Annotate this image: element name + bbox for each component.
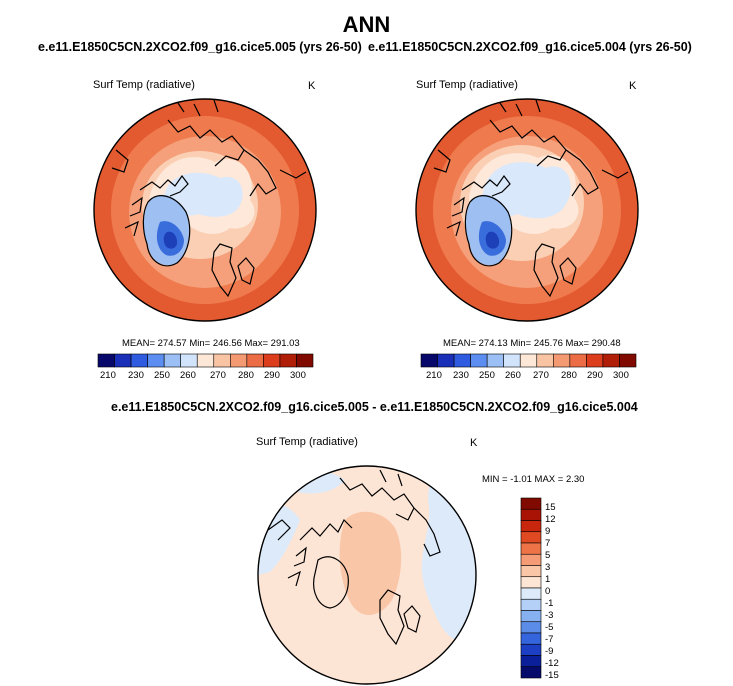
panel-3-colorbar-tick-label: 3 [545, 562, 551, 573]
panel-1-map-border [93, 98, 317, 322]
colorbar-swatch [296, 353, 314, 368]
panel-1-units-label: K [308, 80, 316, 92]
colorbar-swatch [520, 666, 542, 679]
panel-3-colorbar-tick-label: 1 [545, 574, 551, 585]
panel-3-map-border [257, 465, 477, 685]
panel-3-colorbar-tick-label: -5 [545, 622, 554, 633]
panel-1-colorbar-tick-label: 300 [290, 370, 306, 381]
panel-2-colorbar-tick-label: 290 [587, 370, 603, 381]
panel-1-colorbar-tick-label: 210 [100, 370, 116, 381]
panel-1-colorbar-tick-label: 280 [238, 370, 254, 381]
colorbar-swatch [520, 576, 542, 589]
panel-3-colorbar-tick-label: -15 [545, 670, 559, 681]
colorbar-swatch [619, 353, 637, 368]
panel-2-map-border [415, 98, 639, 322]
colorbar-swatch [520, 610, 542, 623]
panel-2-coastlines [433, 99, 629, 298]
panel-3-colorbar-tick-label: -7 [545, 634, 554, 645]
panel-1-colorbar-tick-label: 230 [128, 370, 144, 381]
panel-2-variable-label: Surf Temp (radiative) [416, 79, 518, 91]
panel-3-colorbar-tick-label: -12 [545, 658, 559, 669]
panel-3-variable-label: Surf Temp (radiative) [256, 436, 358, 448]
colorbar-swatch [520, 553, 542, 566]
panel-2-sea-ice-region [482, 162, 571, 219]
panel-3-colorbar-tick-label: -3 [545, 610, 554, 621]
panel-1-variable-label: Surf Temp (radiative) [93, 79, 195, 91]
colorbar-swatch [520, 643, 542, 656]
panel-2-subtitle: e.e11.E1850C5CN.2XCO2.f09_g16.cice5.004 … [368, 40, 692, 54]
colorbar-swatch [520, 565, 542, 578]
page-title: ANN [342, 12, 391, 37]
panel-1-coastlines [111, 99, 307, 298]
panel-1-sea-ice-region [164, 172, 243, 217]
panel-1-greenland-min [163, 231, 178, 249]
panel-1-colorbar-tick-label: 250 [154, 370, 170, 381]
panel-1-colorbar-tick-label: 270 [210, 370, 226, 381]
colorbar-swatch [520, 621, 542, 634]
panel-3-colorbar-tick-label: 15 [545, 502, 556, 513]
panel-3-subtitle: e.e11.E1850C5CN.2XCO2.f09_g16.cice5.005 … [111, 400, 638, 414]
panel-3-colorbar-tick-label: 0 [545, 586, 551, 597]
panel-3-colorbar-tick-label: 12 [545, 514, 556, 525]
panel-1-stats: MEAN= 274.57 Min= 246.56 Max= 291.03 [122, 338, 300, 349]
colorbar-swatch [520, 587, 542, 600]
panel-3-coastlines [267, 469, 441, 646]
colorbar-swatch [520, 520, 542, 533]
panel-2-colorbar-tick-label: 280 [561, 370, 577, 381]
panel-3-positive-region-central [339, 511, 402, 616]
panel-2-greenland-min [485, 231, 500, 249]
panel-3-colorbar-tick-label: -9 [545, 646, 554, 657]
panel-2-colorbar-tick-label: 210 [426, 370, 442, 381]
colorbar-swatch [520, 598, 542, 611]
panel-2-units-label: K [629, 80, 637, 92]
panel-3-stats: MIN = -1.01 MAX = 2.30 [482, 474, 585, 485]
panel-3-colorbar-tick-label: 7 [545, 538, 551, 549]
colorbar-swatch [520, 531, 542, 544]
panel-1-colorbar-tick-label: 260 [180, 370, 196, 381]
panel-1-colorbar-tick-label: 290 [264, 370, 280, 381]
colorbar-swatch [520, 542, 542, 555]
colorbar-swatch [520, 632, 542, 645]
panel-2-colorbar-tick-label: 250 [479, 370, 495, 381]
panel-2-colorbar-tick-label: 270 [533, 370, 549, 381]
panel-2-colorbar-tick-label: 230 [453, 370, 469, 381]
panel-2-colorbar-tick-label: 300 [613, 370, 629, 381]
panel-3-colorbar-tick-label: 9 [545, 526, 551, 537]
panel-1-subtitle: e.e11.E1850C5CN.2XCO2.f09_g16.cice5.005 … [38, 40, 362, 54]
panel-2-colorbar-tick-label: 260 [505, 370, 521, 381]
colorbar-swatch [520, 508, 542, 521]
panel-3-units-label: K [470, 437, 478, 449]
panel-3-colorbar-tick-label: 5 [545, 550, 551, 561]
colorbar-swatch [520, 497, 542, 510]
panel-3-colorbar-tick-label: -1 [545, 598, 554, 609]
panel-2-stats: MEAN= 274.13 Min= 245.76 Max= 290.48 [443, 338, 621, 349]
colorbar-swatch [520, 655, 542, 668]
